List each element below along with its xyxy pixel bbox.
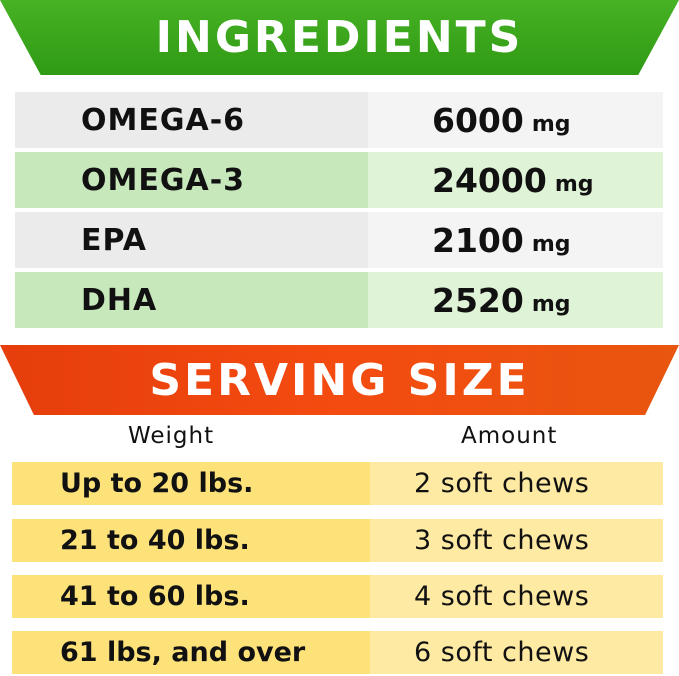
amount-cell: 3 soft chews bbox=[370, 519, 663, 562]
amount-cell: 6 soft chews bbox=[370, 631, 663, 674]
ingredient-name: OMEGA-3 bbox=[15, 152, 368, 208]
ingredients-title: INGREDIENTS bbox=[155, 12, 524, 63]
ingredient-name: DHA bbox=[15, 272, 368, 328]
ingredient-amount: 2100 mg bbox=[368, 212, 663, 268]
serving-row: 21 to 40 lbs. 3 soft chews bbox=[12, 519, 663, 562]
ingredient-row: DHA 2520 mg bbox=[15, 272, 663, 328]
ingredient-amount: 2520 mg bbox=[368, 272, 663, 328]
serving-size-title: SERVING SIZE bbox=[149, 354, 530, 406]
amount-value: 2520 bbox=[432, 280, 524, 320]
amount-unit: mg bbox=[531, 231, 571, 257]
amount-unit: mg bbox=[531, 291, 571, 317]
ingredient-name: OMEGA-6 bbox=[15, 92, 368, 148]
weight-cell: 41 to 60 lbs. bbox=[12, 575, 370, 618]
amount-unit: mg bbox=[531, 111, 571, 137]
serving-row: 41 to 60 lbs. 4 soft chews bbox=[12, 575, 663, 618]
amount-header: Amount bbox=[461, 423, 558, 449]
amount-unit: mg bbox=[554, 171, 594, 197]
ingredient-row: OMEGA-6 6000 mg bbox=[15, 92, 663, 148]
serving-row: Up to 20 lbs. 2 soft chews bbox=[12, 462, 663, 505]
serving-row: 61 lbs, and over 6 soft chews bbox=[12, 631, 663, 674]
ingredient-amount: 24000 mg bbox=[368, 152, 663, 208]
weight-cell: 21 to 40 lbs. bbox=[12, 519, 370, 562]
amount-value: 2100 bbox=[432, 220, 524, 260]
ingredient-row: OMEGA-3 24000 mg bbox=[15, 152, 663, 208]
amount-cell: 4 soft chews bbox=[370, 575, 663, 618]
serving-size-banner: SERVING SIZE bbox=[0, 345, 679, 415]
amount-value: 24000 bbox=[432, 160, 547, 200]
weight-cell: Up to 20 lbs. bbox=[12, 462, 370, 505]
ingredient-row: EPA 2100 mg bbox=[15, 212, 663, 268]
weight-cell: 61 lbs, and over bbox=[12, 631, 370, 674]
amount-value: 6000 bbox=[432, 100, 524, 140]
amount-cell: 2 soft chews bbox=[370, 462, 663, 505]
ingredients-banner: INGREDIENTS bbox=[0, 0, 679, 75]
ingredient-name: EPA bbox=[15, 212, 368, 268]
ingredient-amount: 6000 mg bbox=[368, 92, 663, 148]
weight-header: Weight bbox=[128, 423, 215, 449]
